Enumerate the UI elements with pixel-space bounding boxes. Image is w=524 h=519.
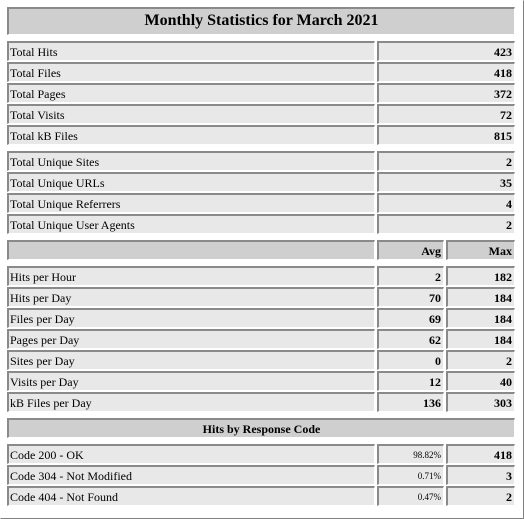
stat-label-total-files: Total Files (7, 62, 375, 82)
rate-label-pages-per-day: Pages per Day (7, 329, 375, 349)
stat-label-unique-sites: Total Unique Sites (7, 151, 375, 171)
stat-value-total-kb-files: 815 (377, 125, 515, 145)
stat-value-total-pages: 372 (377, 83, 515, 103)
stat-label-unique-user-agents: Total Unique User Agents (7, 214, 375, 234)
rate-max-kb-files-per-day: 303 (446, 392, 515, 412)
rate-avg-kb-files-per-day: 136 (377, 392, 444, 412)
stat-label-unique-urls: Total Unique URLs (7, 172, 375, 192)
code-percent-200: 98.82% (377, 444, 444, 464)
rate-label-files-per-day: Files per Day (7, 308, 375, 328)
rate-max-pages-per-day: 184 (446, 329, 515, 349)
rate-label-sites-per-day: Sites per Day (7, 350, 375, 370)
avg-column-header: Avg (377, 240, 444, 260)
rate-avg-hits-per-hour: 2 (377, 266, 444, 286)
rate-label-hits-per-day: Hits per Day (7, 287, 375, 307)
stat-label-unique-referrers: Total Unique Referrers (7, 193, 375, 213)
rate-label-kb-files-per-day: kB Files per Day (7, 392, 375, 412)
rate-label-visits-per-day: Visits per Day (7, 371, 375, 391)
rate-label-hits-per-hour: Hits per Hour (7, 266, 375, 286)
rate-avg-visits-per-day: 12 (377, 371, 444, 391)
rate-avg-files-per-day: 69 (377, 308, 444, 328)
code-percent-304: 0.71% (377, 465, 444, 485)
code-value-304: 3 (446, 465, 515, 485)
stat-value-total-hits: 423 (377, 41, 515, 61)
stat-label-total-hits: Total Hits (7, 41, 375, 61)
stat-label-total-kb-files: Total kB Files (7, 125, 375, 145)
stat-value-total-files: 418 (377, 62, 515, 82)
stat-value-unique-sites: 2 (377, 151, 515, 171)
rate-max-files-per-day: 184 (446, 308, 515, 328)
stat-value-unique-referrers: 4 (377, 193, 515, 213)
rate-avg-sites-per-day: 0 (377, 350, 444, 370)
stat-value-unique-urls: 35 (377, 172, 515, 192)
rate-max-hits-per-day: 184 (446, 287, 515, 307)
code-percent-404: 0.47% (377, 486, 444, 506)
rate-max-hits-per-hour: 182 (446, 266, 515, 286)
stat-label-total-pages: Total Pages (7, 83, 375, 103)
rates-header-blank (7, 240, 375, 260)
rate-max-sites-per-day: 2 (446, 350, 515, 370)
stat-value-total-visits: 72 (377, 104, 515, 124)
rate-avg-pages-per-day: 62 (377, 329, 444, 349)
code-label-304: Code 304 - Not Modified (7, 465, 375, 485)
code-label-404: Code 404 - Not Found (7, 486, 375, 506)
code-label-200: Code 200 - OK (7, 444, 375, 464)
code-value-404: 2 (446, 486, 515, 506)
code-value-200: 418 (446, 444, 515, 464)
stat-label-total-visits: Total Visits (7, 104, 375, 124)
max-column-header: Max (446, 240, 515, 260)
response-code-header: Hits by Response Code (7, 418, 515, 438)
stat-value-unique-user-agents: 2 (377, 214, 515, 234)
rate-max-visits-per-day: 40 (446, 371, 515, 391)
page-title: Monthly Statistics for March 2021 (7, 7, 515, 35)
rate-avg-hits-per-day: 70 (377, 287, 444, 307)
